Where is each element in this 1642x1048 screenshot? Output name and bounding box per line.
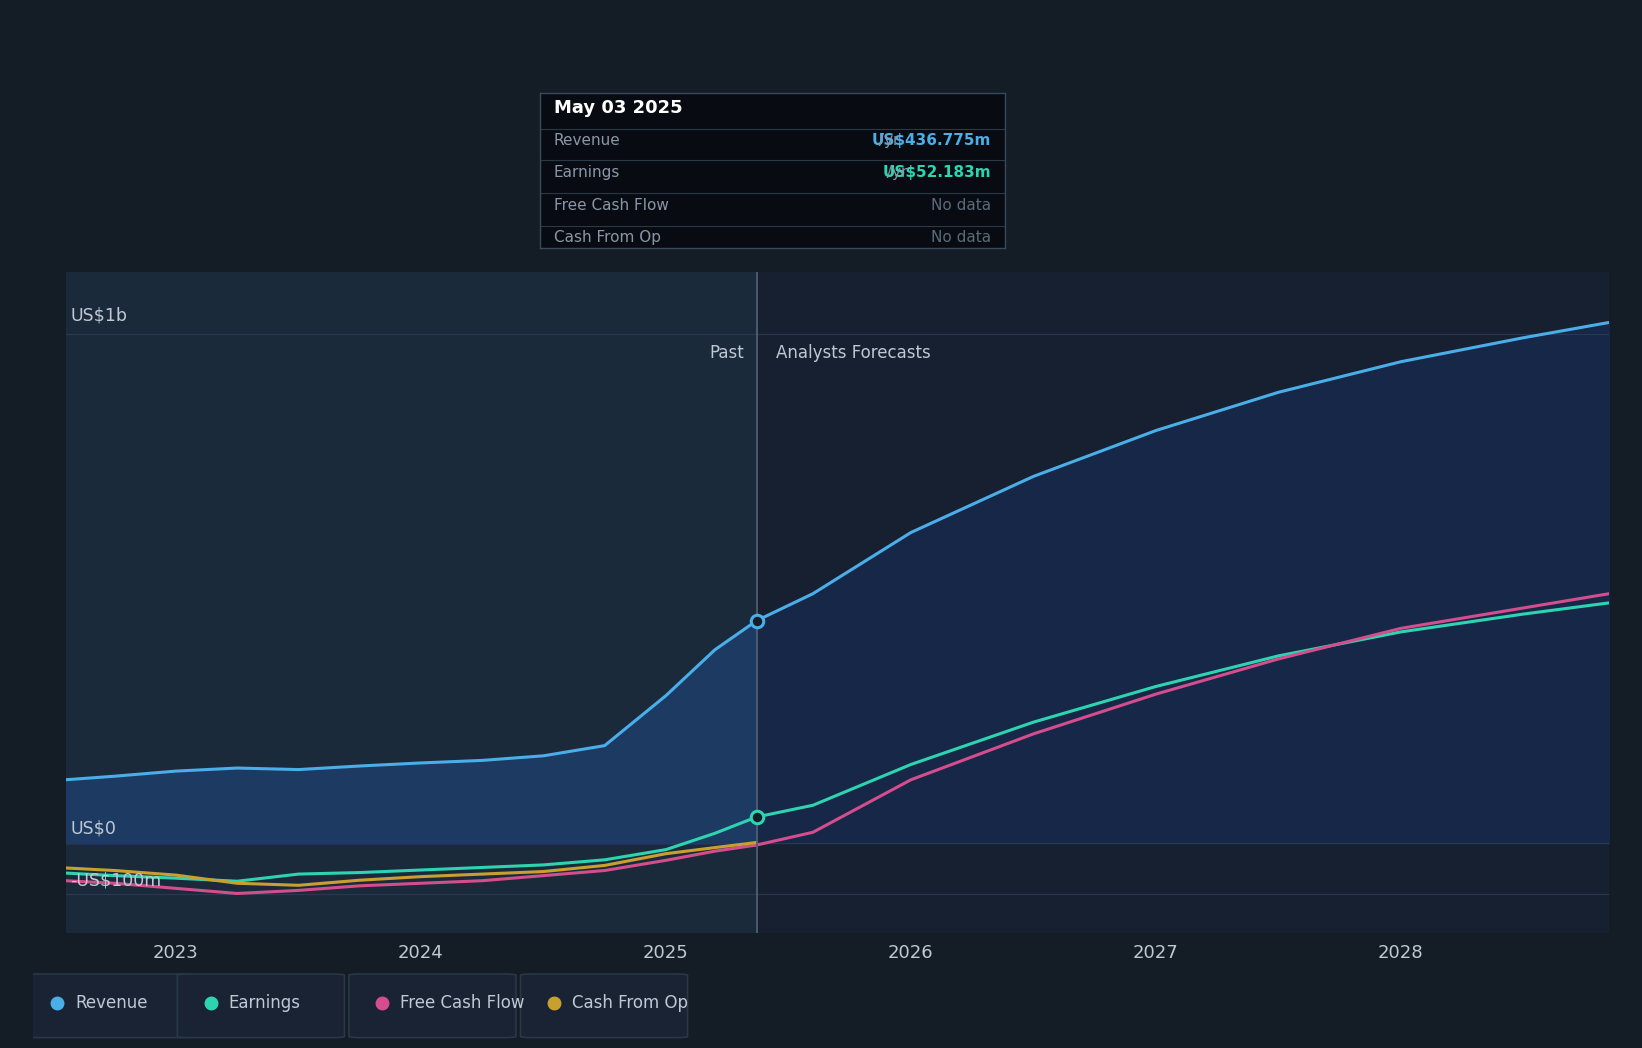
FancyBboxPatch shape [521,974,688,1038]
FancyBboxPatch shape [25,974,190,1038]
Text: Cash From Op: Cash From Op [571,995,688,1012]
Text: US$0: US$0 [71,820,117,837]
Text: US$52.183m: US$52.183m [882,166,992,180]
Text: Cash From Op: Cash From Op [553,231,662,245]
Text: /yr: /yr [882,166,908,180]
Text: -US$100m: -US$100m [71,871,163,890]
Text: Past: Past [709,344,744,362]
Text: /yr: /yr [874,133,898,149]
Text: US$436.775m: US$436.775m [872,133,992,149]
Text: Free Cash Flow: Free Cash Flow [553,198,668,213]
Bar [66,272,757,933]
Text: No data: No data [931,198,992,213]
Text: Analysts Forecasts: Analysts Forecasts [777,344,931,362]
Text: Revenue: Revenue [76,995,148,1012]
FancyBboxPatch shape [350,974,516,1038]
Text: Revenue: Revenue [553,133,621,149]
Text: Earnings: Earnings [553,166,621,180]
Text: Earnings: Earnings [228,995,300,1012]
Bar [757,272,1609,933]
Text: Free Cash Flow: Free Cash Flow [401,995,525,1012]
Text: May 03 2025: May 03 2025 [553,100,683,117]
Text: No data: No data [931,231,992,245]
FancyBboxPatch shape [177,974,345,1038]
Text: US$1b: US$1b [71,306,128,325]
